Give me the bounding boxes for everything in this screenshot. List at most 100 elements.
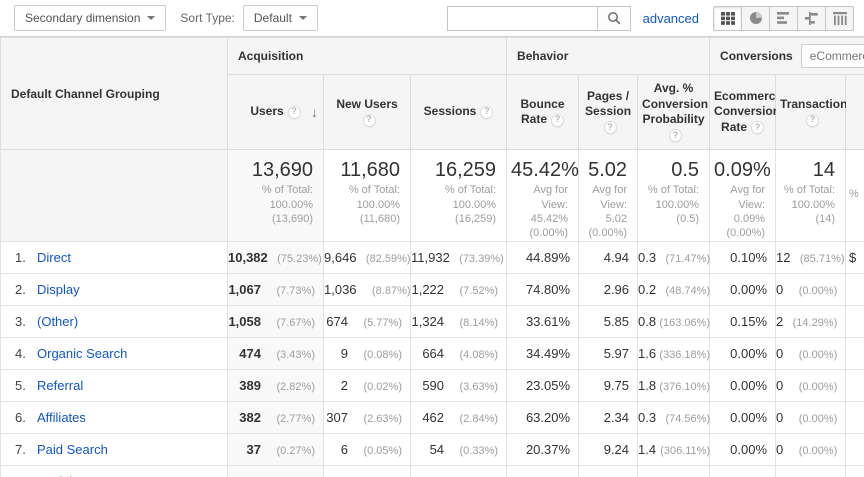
ecom-rate-cell: 0.00% <box>709 272 777 306</box>
column-header-avg-conversion-probability[interactable]: Avg. % Conversion Probability? <box>637 73 711 151</box>
totals-dimension-cell <box>0 149 228 242</box>
channel-link[interactable]: (Other) <box>37 313 79 329</box>
new-users-cell: 9 (0.08%) <box>323 336 411 370</box>
sessions-cell: 1,324 (8.14%) <box>409 304 508 338</box>
channel-link[interactable]: Paid Search <box>37 441 108 457</box>
pages-session-cell: 3.91 <box>578 464 639 477</box>
channel-cell: 2. Display <box>0 272 228 306</box>
users-cell: 1,058 (7.67%) <box>227 304 324 338</box>
sort-type-dropdown[interactable]: Default <box>242 5 318 31</box>
table-view-button[interactable] <box>713 5 742 31</box>
performance-view-button[interactable] <box>769 5 798 31</box>
column-header-pages-session[interactable]: Pages / Session? <box>578 73 639 151</box>
users-cell: 1,067 (7.73%) <box>227 272 324 306</box>
users-cell: 389 (2.82%) <box>227 368 324 402</box>
ecom-rate-cell: 0.00% <box>709 368 777 402</box>
help-icon[interactable]: ? <box>751 121 765 135</box>
table-row: 8.Social 11(0.08%) 0(0.00%) 11(0.07%) 18… <box>0 464 864 477</box>
row-index: 6. <box>15 409 26 425</box>
channel-link[interactable]: Organic Search <box>37 345 128 361</box>
group-header-conversions: Conversions eCommerce <box>709 37 864 75</box>
cut-cell <box>845 368 864 402</box>
search-input[interactable] <box>446 5 597 31</box>
pages-session-cell: 9.24 <box>578 432 639 466</box>
help-icon[interactable]: ? <box>480 105 494 119</box>
column-header-transactions[interactable]: Transactions? <box>775 73 854 151</box>
help-icon[interactable]: ? <box>603 121 617 135</box>
sort-type-label: Sort Type: <box>180 11 235 25</box>
totals-users: 13,690% of Total: 100.00% (13,690) <box>227 149 324 242</box>
cut-cell: $ <box>845 240 864 274</box>
dimension-column-header[interactable]: Default Channel Grouping <box>0 36 228 151</box>
pages-session-cell: 4.94 <box>578 240 639 274</box>
conversions-goal-selector[interactable]: eCommerce <box>800 44 864 68</box>
pivot-view-button[interactable] <box>825 5 854 31</box>
search-button[interactable] <box>596 5 631 31</box>
transactions-cell: 12 (85.71%) <box>775 240 847 274</box>
transactions-cell: 0(0.00%) <box>775 368 847 402</box>
group-header-acquisition: Acquisition <box>226 37 508 75</box>
group-header-behavior: Behavior <box>506 37 711 75</box>
channel-link[interactable]: Social <box>37 474 72 477</box>
transactions-cell: 0(0.00%) <box>775 272 847 306</box>
help-icon[interactable]: ? <box>806 113 820 127</box>
secondary-dimension-button[interactable]: Secondary dimension <box>14 5 167 31</box>
cut-cell <box>845 432 864 466</box>
row-index: 4. <box>15 345 26 361</box>
avg-conv-prob-cell: 0.8 (163.06%) <box>637 304 710 338</box>
channel-cell: 7. Paid Search <box>0 432 228 466</box>
column-header-sessions[interactable]: Sessions? <box>409 73 508 151</box>
new-users-cell: 6 (0.05%) <box>323 432 411 466</box>
channel-link[interactable]: Referral <box>37 377 84 393</box>
help-icon[interactable]: ? <box>287 105 301 119</box>
totals-new-users: 11,680% of Total: 100.00% (11,680) <box>323 149 411 242</box>
comparison-view-button[interactable] <box>797 5 826 31</box>
data-table: Default Channel Grouping Acquisition Beh… <box>0 36 864 477</box>
cut-cell <box>845 272 864 306</box>
new-users-header-label: New Users <box>336 96 398 111</box>
users-header-label: Users <box>250 104 284 119</box>
channel-cell: 6. Affiliates <box>0 400 228 434</box>
table-row: 7. Paid Search 37 (0.27%) 6 (0.05%) 54 (0.33… <box>0 432 864 466</box>
users-cell: 11(0.08%) <box>227 464 324 477</box>
channel-link[interactable]: Direct <box>37 249 71 265</box>
bounce-rate-header-label: Bounce Rate <box>520 96 565 127</box>
new-users-cell: 307 (2.63%) <box>323 400 411 434</box>
help-icon[interactable]: ? <box>669 129 683 143</box>
help-icon[interactable]: ? <box>362 113 376 127</box>
totals-transactions: 14% of Total: 100.00% (14) <box>775 149 847 242</box>
ecom-rate-cell: 0.00% <box>709 464 777 477</box>
column-header-bounce-rate[interactable]: Bounce Rate? <box>506 73 580 151</box>
table-row: 5. Referral 389 (2.82%) 2 (0.02%) 590 (3.63%… <box>0 368 864 402</box>
column-header-new-users[interactable]: New Users? <box>323 73 411 151</box>
view-toggle-group <box>713 5 854 31</box>
cut-cell <box>845 336 864 370</box>
channel-link[interactable]: Affiliates <box>37 409 86 425</box>
users-cell: 474 (3.43%) <box>227 336 324 370</box>
percentage-view-button[interactable] <box>741 5 770 31</box>
row-index: 3. <box>15 313 26 329</box>
pie-chart-icon <box>749 12 762 24</box>
sort-type-value: Default <box>253 11 292 25</box>
search-icon <box>607 12 620 25</box>
sessions-header-label: Sessions <box>423 104 477 119</box>
channel-link[interactable]: Display <box>37 281 80 297</box>
pivot-icon <box>832 11 847 25</box>
help-icon[interactable]: ? <box>551 113 565 127</box>
column-header-users[interactable]: Users? ↓ <box>227 73 324 151</box>
totals-sessions: 16,259% of Total: 100.00% (16,259) <box>409 149 508 242</box>
users-cell: 382 (2.77%) <box>227 400 324 434</box>
new-users-cell: 1,036 (8.87%) <box>323 272 411 306</box>
avg-conv-prob-cell: 1.8 (376.10%) <box>637 368 710 402</box>
totals-row: 13,690% of Total: 100.00% (13,690) 11,68… <box>0 149 864 242</box>
search-box <box>446 5 631 31</box>
table-row: 1. Direct 10,382 (75.23%) 9,646 (82.59%) 11… <box>0 240 864 274</box>
advanced-link[interactable]: advanced <box>642 10 699 26</box>
column-header-ecommerce-conversion-rate[interactable]: Ecommerce Conversion Rate? <box>709 73 782 151</box>
transactions-cell: 0(0.00%) <box>775 432 847 466</box>
sessions-cell: 462 (2.84%) <box>409 400 508 434</box>
transactions-header-label: Transactions <box>780 96 855 111</box>
table-toolbar: Secondary dimension Sort Type: Default a… <box>0 0 864 37</box>
row-index: 1. <box>15 249 26 265</box>
